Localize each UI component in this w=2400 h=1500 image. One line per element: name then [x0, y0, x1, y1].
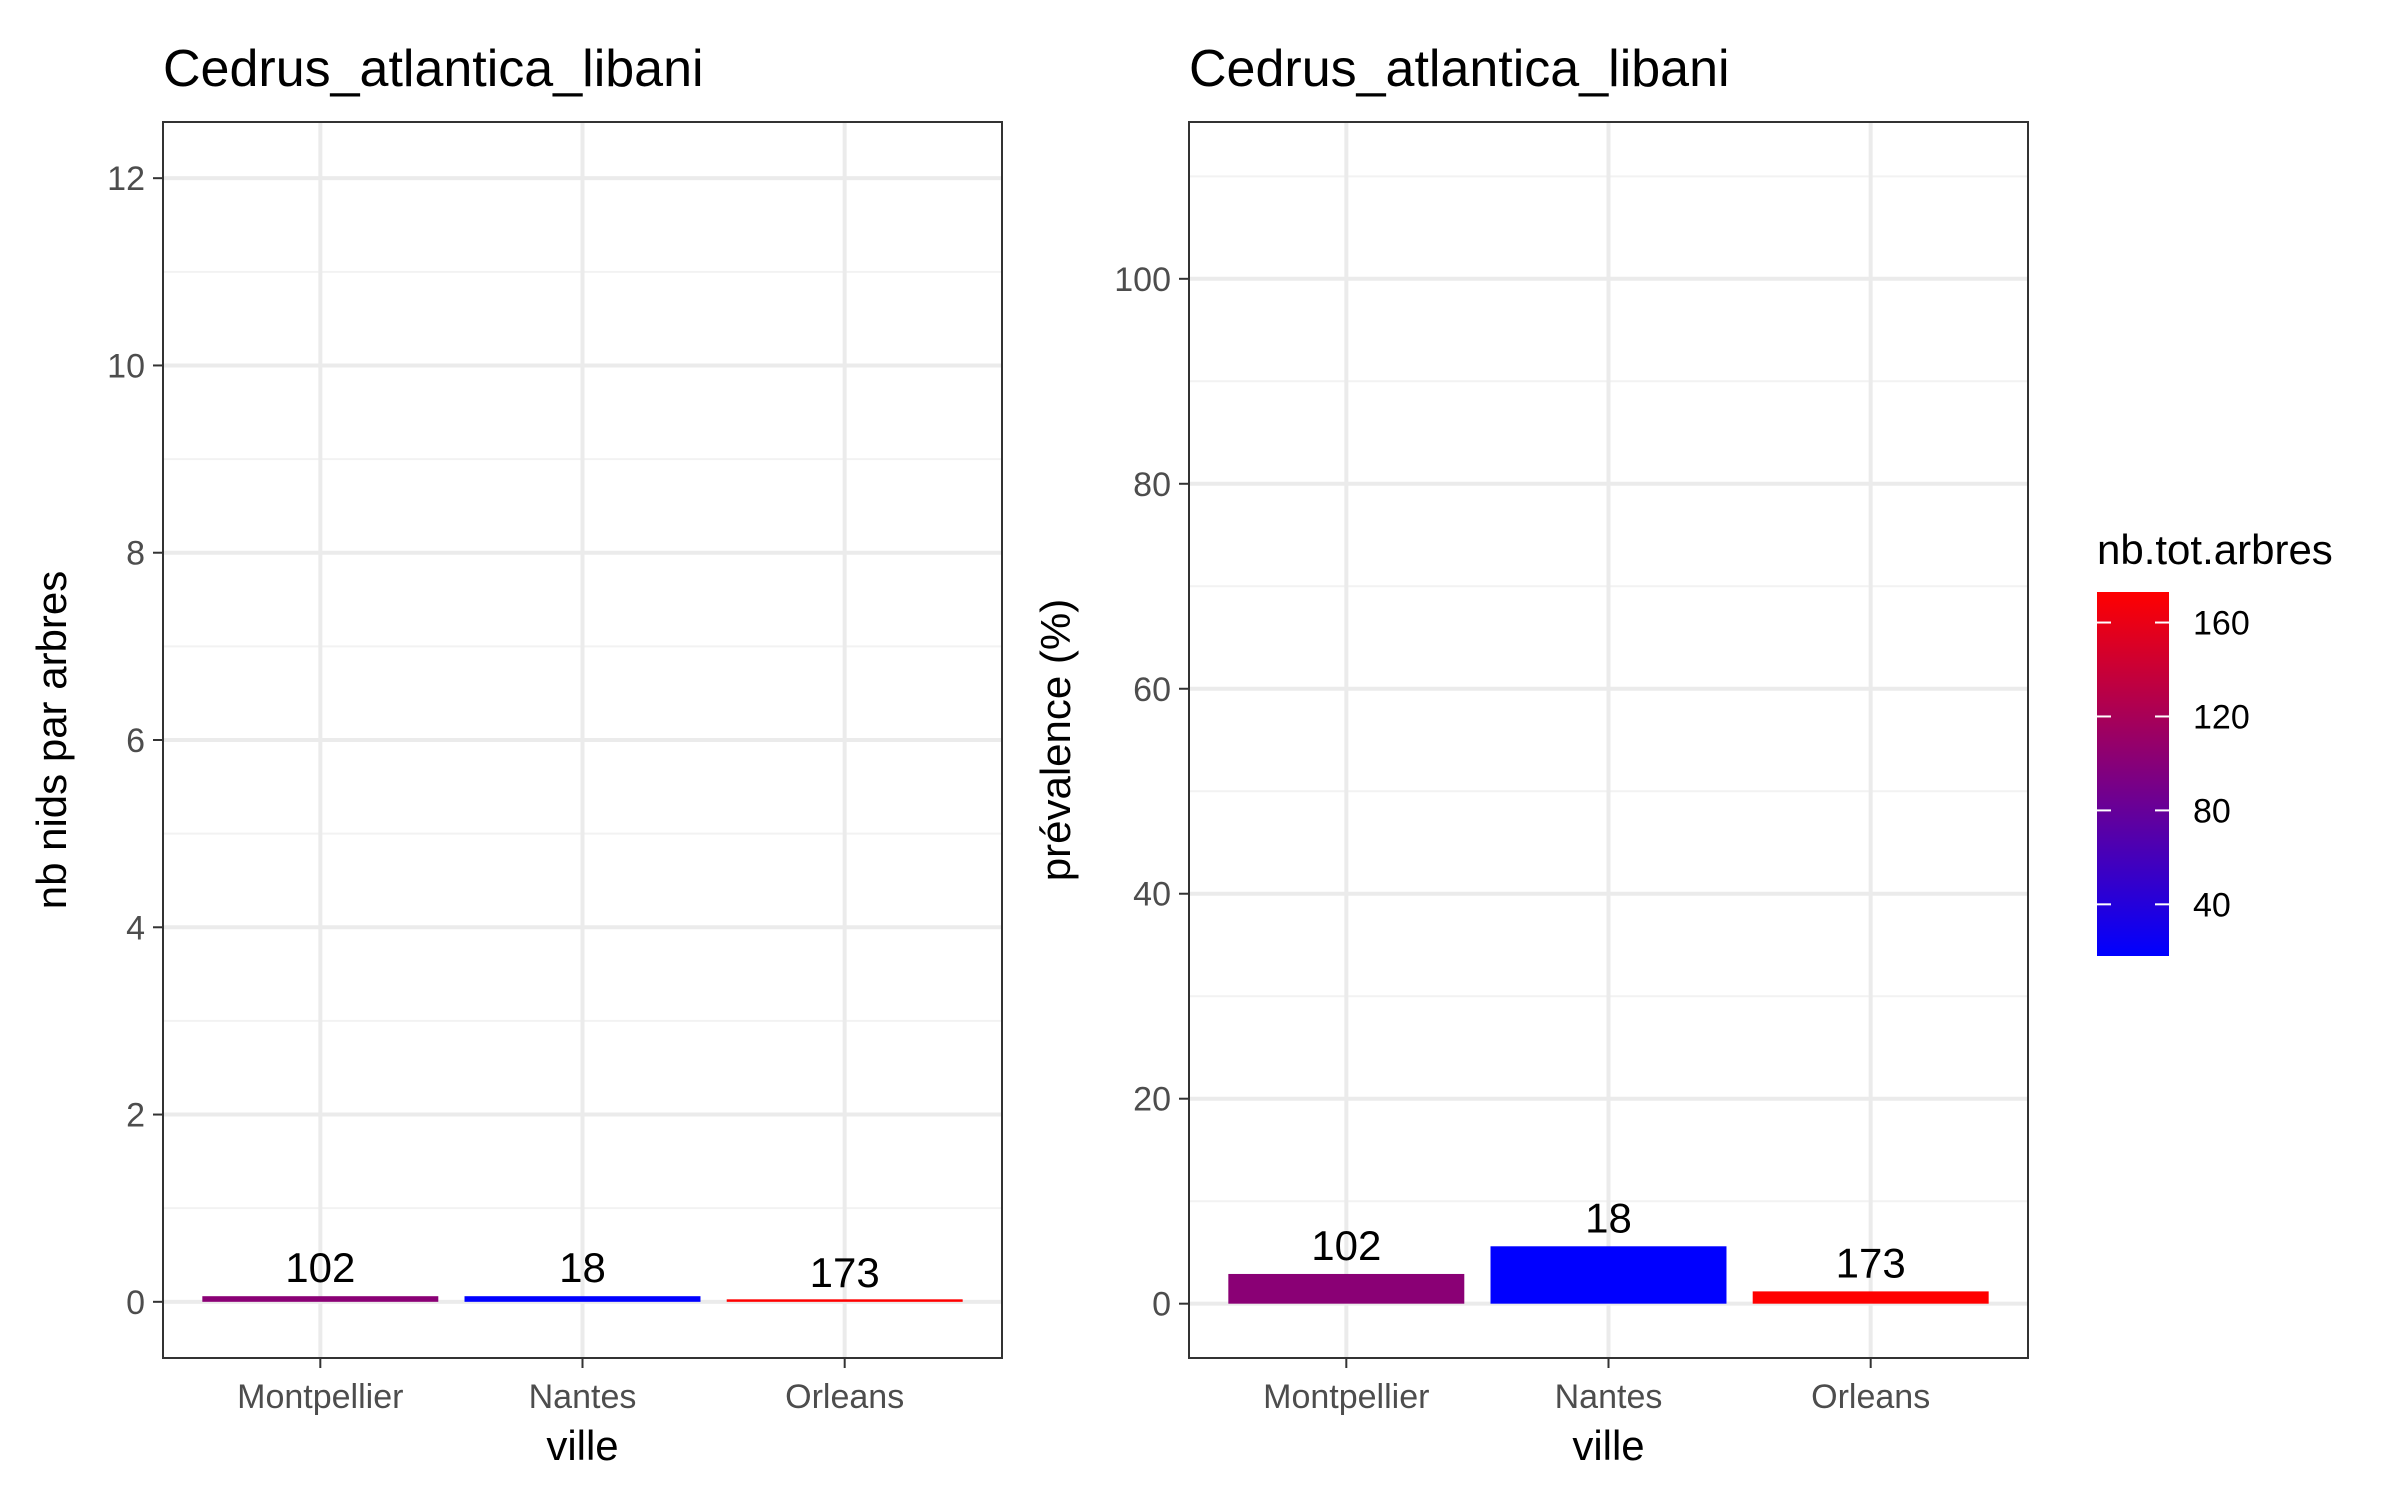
left-chart-panel: 102 18 173 0 2 4 6 8 10 12 Montpellier Nantes Orlean… — [28, 40, 1003, 1469]
right-chart-panel: 102 18 173 0 20 40 60 80 100 Montpellier Nantes Orl… — [1032, 40, 2029, 1469]
y-tick-label: 8 — [126, 535, 145, 573]
bar-nantes — [464, 1296, 701, 1302]
y-tick-label: 12 — [107, 160, 145, 198]
chart-title: Cedrus_atlantica_libani — [1189, 40, 1730, 98]
legend-colorbar — [2097, 592, 2169, 956]
y-tick-label: 60 — [1133, 671, 1171, 709]
x-tick-label: Montpellier — [237, 1378, 403, 1416]
y-axis-title: prévalence (%) — [1032, 599, 1079, 881]
bar-value-label: 18 — [559, 1244, 606, 1291]
bar-value-label: 102 — [285, 1244, 355, 1291]
legend-title: nb.tot.arbres — [2097, 526, 2333, 573]
y-tick-label: 0 — [126, 1284, 145, 1322]
chart-title: Cedrus_atlantica_libani — [163, 40, 704, 98]
bar-orleans — [726, 1299, 963, 1302]
x-tick-label: Orleans — [1811, 1378, 1930, 1416]
y-axis-title: nb nids par arbres — [28, 571, 75, 910]
x-tick-label: Montpellier — [1263, 1378, 1429, 1416]
bar-value-label: 173 — [810, 1249, 880, 1296]
x-axis-title: ville — [1572, 1422, 1644, 1469]
y-tick-label: 20 — [1133, 1081, 1171, 1119]
legend-tick-label: 120 — [2193, 698, 2250, 736]
y-tick-label: 100 — [1114, 261, 1171, 299]
color-legend: nb.tot.arbres 40 80 120 160 — [2097, 526, 2333, 956]
legend-tick-label: 40 — [2193, 886, 2231, 924]
bar-orleans — [1752, 1291, 1989, 1304]
x-tick-label: Orleans — [785, 1378, 904, 1416]
legend-tick-label: 160 — [2193, 605, 2250, 643]
legend-tick-label: 80 — [2193, 792, 2231, 830]
y-tick-label: 4 — [126, 909, 145, 947]
x-tick-label: Nantes — [529, 1378, 637, 1416]
y-tick-label: 6 — [126, 722, 145, 760]
x-axis-title: ville — [546, 1422, 618, 1469]
y-tick-label: 80 — [1133, 466, 1171, 504]
bar-value-label: 102 — [1311, 1222, 1381, 1269]
y-tick-label: 2 — [126, 1097, 145, 1135]
y-tick-label: 0 — [1152, 1286, 1171, 1324]
bar-nantes — [1490, 1246, 1727, 1304]
y-tick-label: 40 — [1133, 876, 1171, 914]
y-tick-label: 10 — [107, 347, 145, 385]
bar-value-label: 173 — [1836, 1239, 1906, 1286]
x-tick-label: Nantes — [1555, 1378, 1663, 1416]
bar-montpellier — [202, 1296, 439, 1302]
bar-montpellier — [1228, 1273, 1465, 1304]
bar-value-label: 18 — [1585, 1194, 1632, 1241]
